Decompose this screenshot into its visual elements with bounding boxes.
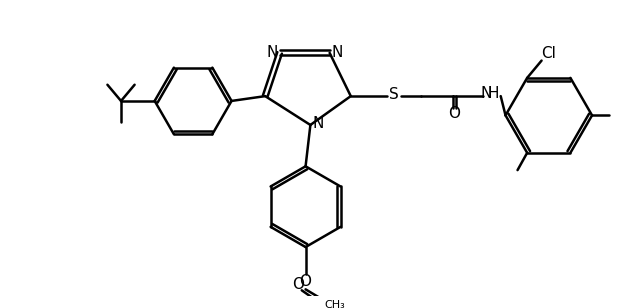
Text: N: N — [332, 45, 343, 60]
Text: N: N — [266, 45, 278, 60]
Text: H: H — [487, 86, 499, 101]
Text: CH₃: CH₃ — [324, 300, 345, 308]
Text: N: N — [481, 86, 492, 101]
Text: O: O — [292, 277, 304, 292]
Text: Cl: Cl — [541, 47, 556, 61]
Text: O: O — [449, 106, 461, 121]
Text: S: S — [389, 87, 399, 102]
Text: N: N — [312, 116, 324, 131]
Text: O: O — [300, 274, 312, 289]
